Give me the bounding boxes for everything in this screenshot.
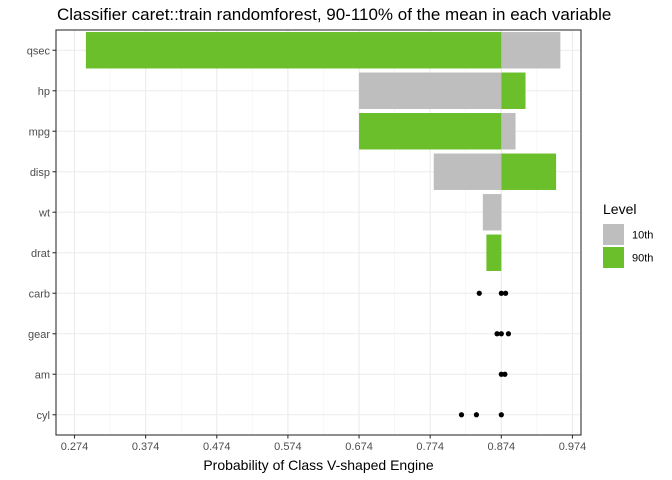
y-tick-label-qsec: qsec xyxy=(27,45,51,57)
legend-label-90th: 90th xyxy=(632,253,653,265)
legend-title: Level xyxy=(603,201,636,217)
legend-key-90th xyxy=(603,247,624,268)
point-gear xyxy=(494,331,500,337)
point-gear xyxy=(505,331,512,337)
bar-10th-mpg xyxy=(501,113,516,150)
x-tick-label: 0.774 xyxy=(416,441,444,453)
x-axis-title: Probability of Class V-shaped Engine xyxy=(203,457,434,473)
y-tick-label-hp: hp xyxy=(38,86,50,98)
x-tick-label: 0.674 xyxy=(345,441,373,453)
x-tick-label: 0.274 xyxy=(61,441,89,453)
point-am xyxy=(498,371,504,377)
point-carb xyxy=(498,290,504,296)
point-cyl xyxy=(458,412,465,418)
x-tick-label: 0.974 xyxy=(559,441,587,453)
bar-10th-hp xyxy=(359,72,502,109)
x-tick-label: 0.474 xyxy=(203,441,231,453)
x-tick-label: 0.874 xyxy=(488,441,516,453)
point-carb xyxy=(476,290,482,296)
y-tick-label-mpg: mpg xyxy=(29,126,50,138)
legend: Level 10th 90th xyxy=(603,201,653,268)
bar-90th-qsec xyxy=(85,32,502,69)
bar-10th-disp xyxy=(433,153,502,190)
bar-90th-disp xyxy=(501,153,557,190)
bar-90th-hp xyxy=(501,72,526,109)
chart-title: Classifier caret::train randomforest, 90… xyxy=(57,5,611,24)
point-cyl xyxy=(498,412,504,418)
point-gear xyxy=(498,331,504,337)
y-tick-label-cyl: cyl xyxy=(37,410,50,422)
legend-key-10th xyxy=(603,224,624,245)
point-carb xyxy=(502,290,509,296)
y-tick-label-drat: drat xyxy=(31,248,50,260)
y-tick-label-gear: gear xyxy=(28,329,50,341)
legend-label-10th: 10th xyxy=(632,230,653,242)
bar-10th-qsec xyxy=(501,32,561,69)
bar-90th-mpg xyxy=(359,113,502,150)
plot-border xyxy=(55,29,582,436)
bar-10th-wt xyxy=(482,194,502,231)
y-tick-label-carb: carb xyxy=(29,288,50,300)
x-tick-label: 0.574 xyxy=(274,441,302,453)
y-tick-label-wt: wt xyxy=(38,207,50,219)
bar-90th-drat xyxy=(486,234,502,271)
point-cyl xyxy=(473,412,480,418)
y-tick-label-disp: disp xyxy=(30,167,50,179)
point-am xyxy=(502,371,508,377)
y-tick-label-am: am xyxy=(35,369,50,381)
plot-panel: qsec hp mpg disp wt drat carb gear am cyl 0.274 0.3… xyxy=(27,29,587,453)
x-tick-label: 0.374 xyxy=(132,441,160,453)
